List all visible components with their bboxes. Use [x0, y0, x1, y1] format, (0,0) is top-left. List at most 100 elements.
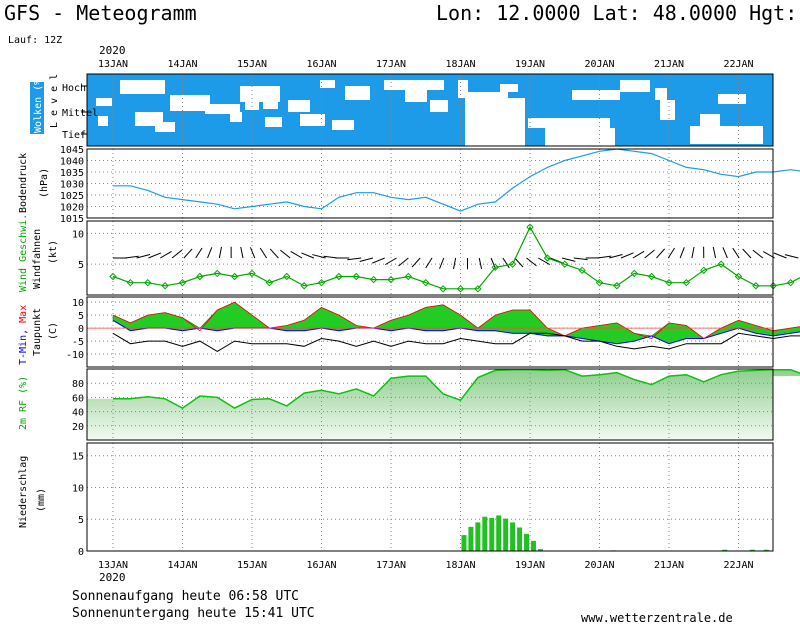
wind-speed-line	[112, 225, 800, 290]
wind-speed-point	[561, 260, 569, 268]
wind-barb	[667, 247, 675, 259]
wind-speed-point	[595, 278, 604, 287]
wind-speed-point	[665, 278, 673, 287]
wind-speed-point	[213, 269, 221, 278]
wind-barb	[453, 257, 457, 270]
y-tick-label: 60	[72, 393, 84, 404]
wind-barb	[425, 257, 433, 269]
wind-speed-point	[317, 278, 326, 287]
panel-frame	[86, 148, 774, 219]
wind-speed-point	[178, 278, 187, 287]
clear-sky-patch	[345, 86, 370, 100]
wind-speed-point	[265, 278, 274, 287]
wind-speed-point	[456, 285, 465, 293]
level-mid: Mittel	[62, 108, 98, 119]
wind-barb	[656, 248, 666, 259]
panel-frame	[86, 368, 774, 441]
tmin-label: T-Min	[18, 335, 29, 365]
clear-sky-patch	[230, 112, 242, 122]
day-label-top: 16JAN	[306, 59, 336, 70]
clear-sky-patch	[120, 80, 165, 94]
precip-bar	[524, 533, 530, 551]
day-label-top: 15JAN	[237, 59, 267, 70]
wind-barb	[398, 257, 409, 267]
wind-speed-point	[283, 272, 291, 281]
wind-barb	[752, 249, 764, 259]
location-info: Lon: 12.0000 Lat: 48.0000 Hgt: 5	[436, 1, 800, 25]
wind-speed-point	[543, 254, 552, 262]
wind-speed-point	[578, 266, 586, 275]
wind-speed-point	[752, 282, 760, 290]
wind-speed-point	[404, 272, 413, 281]
wind-speed-point	[682, 278, 691, 287]
cloud-ylabel: Wolken (%)	[33, 73, 44, 133]
wind-barb	[773, 252, 787, 259]
cloud-label-box	[30, 82, 44, 134]
wind-barb	[620, 252, 634, 259]
y-tick-label: 10	[72, 298, 84, 309]
panel-frame	[86, 73, 774, 147]
panel-frame	[86, 220, 774, 296]
humidity-panel: 20 40 60 80	[72, 368, 800, 441]
wind-barb	[359, 257, 374, 262]
rh-ylabel: 2m RF (%)	[18, 376, 29, 430]
clear-sky-patch	[660, 100, 675, 120]
day-label-bottom: 18JAN	[445, 560, 475, 571]
clear-sky-patch	[405, 86, 427, 102]
wind-barb	[722, 247, 728, 259]
wind-speed-point	[647, 272, 656, 281]
wind-barb	[323, 255, 338, 259]
panel-frame	[86, 442, 774, 552]
wind-panel: 5 10	[72, 220, 800, 296]
clear-sky-patch	[620, 80, 650, 92]
wind-barb	[148, 252, 162, 259]
year-bottom: 2020	[99, 571, 126, 584]
wind-speed-point	[734, 272, 743, 281]
wind-speed-point	[474, 285, 482, 293]
precip-bar	[503, 518, 509, 551]
clear-sky-patch	[332, 120, 354, 130]
wind-barb	[301, 252, 315, 259]
y-tick-label: 10	[72, 483, 84, 494]
precip-bar	[749, 549, 755, 551]
wind-speed-point	[161, 282, 169, 290]
temp-label-sep: ,	[18, 323, 29, 335]
wind-speed-point	[630, 269, 638, 278]
wind-barb	[124, 255, 139, 259]
panel-frame	[86, 296, 774, 368]
wind-speed-point	[508, 260, 517, 268]
wind-speed-point	[352, 272, 360, 281]
temp-ylabel: T-Min, Max	[18, 305, 29, 365]
y-tick-label: 1045	[60, 145, 84, 156]
clear-sky-patch	[528, 118, 610, 128]
source-link[interactable]: www.wetterzentrale.de	[581, 611, 733, 625]
y-tick-label: -10	[66, 350, 84, 361]
wind-barb	[312, 254, 326, 259]
wind-barb	[269, 248, 279, 259]
precip-bar	[475, 522, 481, 551]
y-tick-label: 40	[72, 408, 84, 419]
temp-range-area	[112, 301, 800, 345]
wind-barb	[240, 246, 244, 259]
day-label-bottom: 14JAN	[167, 560, 197, 571]
day-label-top: 22JAN	[723, 59, 753, 70]
day-label-top: 17JAN	[376, 59, 406, 70]
y-tick-label: 80	[72, 379, 84, 390]
wind-speed-point	[248, 269, 256, 278]
wind-barb	[385, 257, 397, 266]
wind-speed-point	[109, 272, 117, 281]
clear-sky-patch	[690, 126, 763, 144]
pressure-line	[113, 148, 800, 212]
y-tick-label: 5	[78, 260, 84, 271]
y-tick-label: 1015	[60, 214, 84, 225]
clear-sky-patch	[300, 114, 325, 126]
wind-speed-point	[422, 278, 430, 287]
precipitation-panel: 0 5 10 15	[72, 442, 774, 558]
wind-barb	[372, 257, 385, 264]
y-tick-label: 1035	[60, 168, 84, 179]
cloud-panel	[81, 73, 774, 147]
temperature-panel: -10 -5 0 5 10	[66, 296, 800, 368]
sunrise-text: Sonnenaufgang heute 06:58 UTC	[72, 589, 299, 604]
wind-barb	[732, 247, 740, 259]
